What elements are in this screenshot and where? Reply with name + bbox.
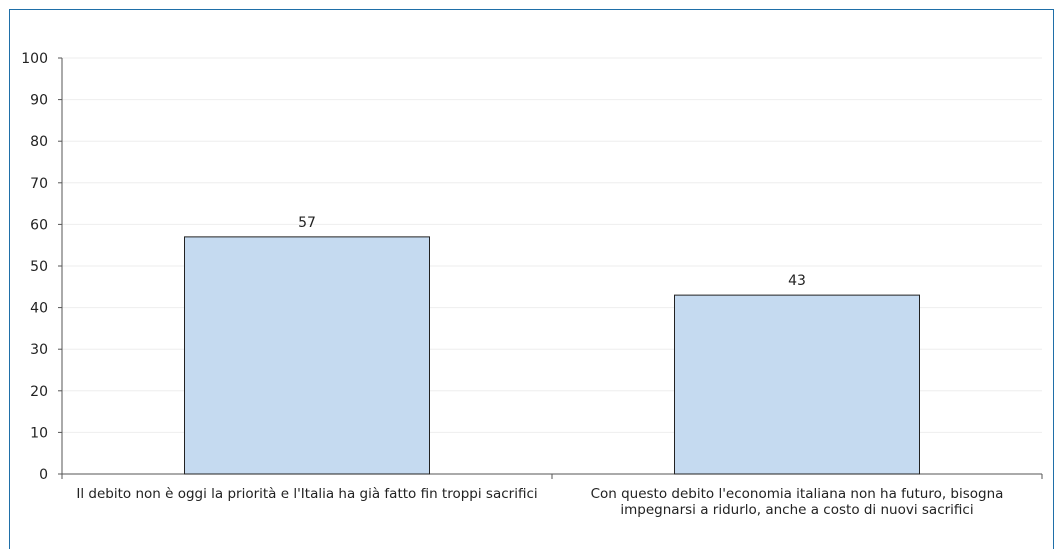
y-tick-label: 70 [30,176,48,192]
x-category-label: Con questo debito l'economia italiana no… [590,486,1004,518]
y-tick-label: 60 [30,217,48,233]
y-tick-label: 30 [30,342,48,358]
y-tick-label: 100 [21,51,48,67]
bar [674,294,920,475]
x-category-label: Il debito non è oggi la priorità e l'Ita… [76,486,538,502]
y-tick-label: 80 [30,134,48,150]
y-tick-label: 90 [30,93,48,109]
data-label: 57 [298,215,316,231]
bar [184,236,430,475]
y-tick-label: 0 [39,467,48,483]
y-tick-label: 10 [30,425,48,441]
y-tick-label: 40 [30,301,48,317]
y-tick-label: 20 [30,384,48,400]
data-label: 43 [788,273,806,289]
y-tick-label: 50 [30,259,48,275]
